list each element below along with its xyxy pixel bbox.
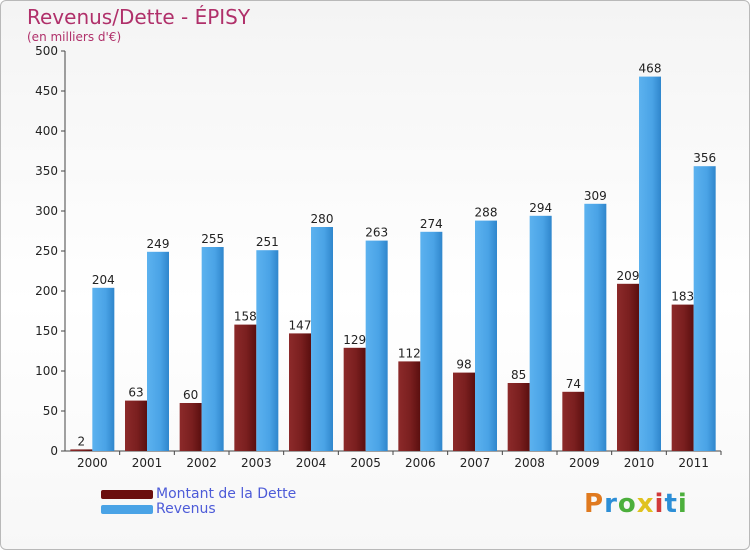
logo-letter: i (677, 489, 688, 519)
chart-subtitle: (en milliers d'€) (27, 30, 122, 44)
logo-letter: r (604, 489, 618, 519)
dette-data-label: 112 (398, 346, 421, 360)
revenus-bar (420, 231, 443, 451)
x-tick-label: 2003 (241, 456, 272, 470)
revenus-data-label: 280 (311, 212, 334, 226)
revenus-data-label: 251 (256, 235, 279, 249)
dette-bar (179, 403, 202, 451)
dette-data-label: 2 (78, 434, 86, 448)
dette-bar (289, 333, 311, 451)
dette-data-label: 183 (671, 290, 694, 304)
y-tick-label: 250 (35, 244, 58, 258)
y-tick-label: 150 (35, 324, 58, 338)
y-tick-label: 500 (35, 44, 58, 58)
y-tick-label: 0 (50, 444, 58, 458)
y-tick-label: 300 (35, 204, 58, 218)
legend-swatch-revenus (101, 505, 153, 514)
dette-bar (398, 361, 421, 451)
x-tick-label: 2001 (132, 456, 163, 470)
y-tick-label: 100 (35, 364, 58, 378)
x-tick-label: 2004 (296, 456, 327, 470)
x-tick-label: 2011 (678, 456, 709, 470)
dette-data-label: 129 (343, 333, 366, 347)
revenus-bar (529, 215, 552, 451)
revenus-bar (584, 203, 607, 451)
logo-letter: x (636, 489, 655, 519)
x-tick-label: 2006 (405, 456, 436, 470)
dette-data-label: 85 (511, 368, 526, 382)
revenus-bar (639, 76, 661, 451)
dette-bar (234, 324, 257, 451)
x-tick-label: 2000 (77, 456, 108, 470)
dette-data-label: 60 (183, 388, 198, 402)
revenus-data-label: 288 (475, 206, 498, 220)
dette-bar (617, 283, 639, 451)
legend-label-dette: Montant de la Dette (156, 486, 297, 502)
y-tick-label: 450 (35, 84, 58, 98)
revenus-data-label: 263 (365, 226, 388, 240)
dette-bar (562, 391, 585, 451)
revenus-bar (147, 251, 169, 451)
logo-letter: t (664, 489, 678, 519)
dette-bar (453, 372, 475, 451)
revenus-data-label: 309 (584, 189, 607, 203)
chart-title: Revenus/Dette - ÉPISY (27, 5, 251, 29)
revenus-bar (201, 247, 224, 451)
x-tick-label: 2008 (514, 456, 545, 470)
revenus-bar (693, 166, 716, 451)
revenus-data-label: 255 (201, 232, 224, 246)
revenus-bar (475, 220, 497, 451)
logo-letter: i (654, 489, 665, 519)
revenus-data-label: 294 (529, 201, 552, 215)
dette-data-label: 63 (128, 386, 143, 400)
revenus-data-label: 204 (92, 273, 115, 287)
y-tick-label: 400 (35, 124, 58, 138)
x-tick-label: 2010 (624, 456, 655, 470)
dette-bar (507, 383, 530, 451)
legend-label-revenus: Revenus (156, 501, 216, 517)
dette-bar (125, 400, 147, 451)
dette-bar (343, 347, 366, 451)
revenus-bar (256, 250, 279, 451)
dette-data-label: 158 (234, 310, 257, 324)
dette-bar (70, 449, 93, 451)
legend-swatch-dette (101, 490, 153, 499)
y-tick-label: 50 (43, 404, 58, 418)
logo-letter: o (617, 489, 637, 519)
y-tick-label: 200 (35, 284, 58, 298)
revenus-data-label: 356 (693, 151, 716, 165)
revenus-data-label: 274 (420, 217, 443, 231)
dette-data-label: 74 (566, 377, 581, 391)
dette-data-label: 209 (617, 269, 640, 283)
revenus-data-label: 468 (639, 62, 662, 76)
x-tick-label: 2005 (350, 456, 381, 470)
x-tick-label: 2002 (186, 456, 217, 470)
dette-data-label: 147 (289, 318, 312, 332)
x-tick-label: 2007 (460, 456, 491, 470)
dette-data-label: 98 (456, 358, 471, 372)
revenus-bar (311, 227, 333, 451)
proxiti-logo: Proxiti (584, 489, 688, 519)
x-tick-label: 2009 (569, 456, 600, 470)
revenus-bar (92, 287, 115, 451)
revenus-bar (365, 240, 388, 451)
dette-bar (671, 304, 694, 451)
logo-letter: P (584, 489, 605, 519)
y-tick-label: 350 (35, 164, 58, 178)
revenus-data-label: 249 (147, 237, 170, 251)
